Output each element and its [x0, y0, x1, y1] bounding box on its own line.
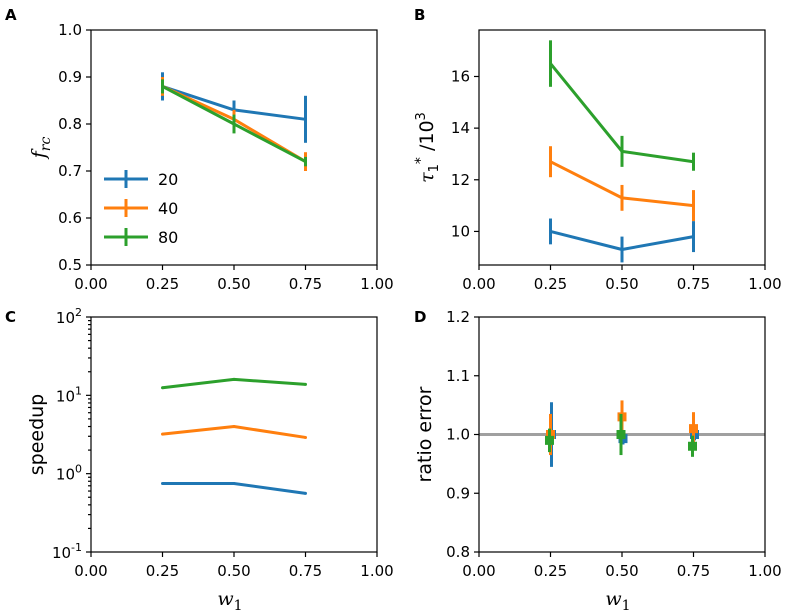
- y-tick-label: 0.7: [58, 162, 82, 180]
- legend-label: 20: [158, 170, 178, 189]
- x-axis-label: w1: [217, 588, 242, 613]
- data-point: [545, 435, 554, 445]
- series-40: [161, 425, 307, 439]
- series-80: [161, 377, 307, 390]
- x-tick-label: 0.75: [677, 275, 710, 293]
- y-tick-label: 10: [451, 222, 470, 240]
- x-tick-label: 0.50: [605, 562, 638, 580]
- panel-letter: A: [5, 6, 17, 24]
- x-tick-label: 0.75: [289, 562, 322, 580]
- data-point: [549, 229, 552, 233]
- panel-d: D 0.00 0.25 0.50 0.75 1.00 0.8 0.9 1.0 1.1 1.2 rati…: [414, 308, 782, 613]
- y-tick-label: 16: [451, 67, 470, 85]
- data-point: [161, 432, 164, 436]
- axes-frame: [478, 29, 766, 266]
- x-tick-label: 0.75: [289, 275, 322, 293]
- axes-frame: [90, 29, 378, 266]
- series-20: [161, 481, 307, 495]
- y-tick-label: 100: [56, 463, 82, 484]
- x-tick-label: 1.00: [360, 275, 393, 293]
- panel-c: C 0.00 0.25 0.50 0.75 1.00 10-1 100 101 102 speedu…: [5, 306, 394, 613]
- data-point: [232, 122, 236, 126]
- y-tick-label: 0.9: [58, 68, 82, 86]
- x-tick-label: 0.25: [146, 562, 179, 580]
- data-point: [620, 149, 624, 153]
- data-point: [232, 425, 236, 429]
- x-axis-label: w1: [605, 588, 630, 613]
- y-axis-label: speedup: [26, 394, 48, 476]
- y-tick-label: 1.2: [446, 308, 470, 326]
- series-80: [161, 79, 307, 167]
- x-tick-label: 0.50: [217, 275, 250, 293]
- x-tick-label: 0.75: [677, 562, 710, 580]
- data-point: [616, 430, 626, 439]
- panel-letter: D: [414, 308, 426, 326]
- series-80: [545, 413, 697, 457]
- data-point: [161, 386, 164, 390]
- x-tick-label: 0.00: [74, 562, 107, 580]
- x-tick-label: 0.50: [605, 275, 638, 293]
- panel-letter: C: [5, 308, 16, 326]
- data-point: [692, 160, 695, 164]
- data-point: [304, 435, 307, 439]
- x-tick-label: 0.25: [534, 275, 567, 293]
- panel-b: B 0.00 0.25 0.50 0.75 1.00 10 12 14 16 τ1* /103: [413, 6, 782, 293]
- x-tick-label: 1.00: [748, 275, 781, 293]
- y-tick-label: 0.5: [58, 256, 82, 274]
- data-point: [304, 382, 307, 386]
- legend-label: 80: [158, 228, 178, 247]
- x-tick-label: 1.00: [360, 562, 393, 580]
- y-tick-label: 1.0: [446, 426, 470, 444]
- y-tick-label: 0.8: [58, 115, 82, 133]
- y-tick-label: 1.1: [446, 367, 470, 385]
- data-point: [304, 117, 307, 121]
- data-point: [161, 481, 164, 485]
- axes-frame: [90, 316, 378, 553]
- y-axis-label: ratio error: [414, 386, 436, 482]
- data-point: [688, 441, 697, 451]
- x-tick-label: 0.25: [146, 275, 179, 293]
- data-point: [689, 424, 698, 434]
- panel-letter: B: [414, 6, 425, 24]
- series-line: [162, 425, 306, 439]
- series-80: [549, 40, 695, 171]
- y-tick-label: 14: [451, 119, 470, 137]
- data-point: [304, 160, 307, 164]
- data-point: [232, 481, 236, 485]
- legend: 20 40 80: [104, 170, 178, 247]
- x-tick-label: 0.00: [462, 562, 495, 580]
- legend-label: 40: [158, 199, 178, 218]
- axes-frame: [478, 316, 766, 553]
- y-tick-label: 101: [56, 384, 82, 405]
- x-tick-label: 0.25: [534, 562, 567, 580]
- y-tick-label: 0.9: [446, 484, 470, 502]
- data-point: [620, 196, 624, 200]
- y-axis-label: frc: [28, 137, 54, 161]
- data-point: [549, 62, 552, 66]
- x-tick-label: 0.00: [462, 275, 495, 293]
- y-tick-label: 10-1: [52, 541, 82, 562]
- data-point: [549, 160, 552, 164]
- y-tick-label: 0.6: [58, 209, 82, 227]
- x-tick-label: 0.00: [74, 275, 107, 293]
- y-tick-label: 0.8: [446, 543, 470, 561]
- x-tick-label: 1.00: [748, 562, 781, 580]
- data-point: [161, 84, 164, 88]
- y-tick-label: 102: [56, 306, 82, 327]
- y-axis-label: τ1* /103: [413, 112, 442, 183]
- data-point: [692, 235, 695, 239]
- x-tick-label: 0.50: [217, 562, 250, 580]
- series-20: [549, 218, 695, 263]
- panel-a: A 0.00 0.25 0.50 0.75 1.00 0.5 0.6 0.7 0.8 0.9 1.0 f…: [5, 6, 394, 293]
- data-point: [232, 377, 236, 381]
- data-point: [692, 204, 695, 208]
- y-tick-label: 12: [451, 171, 470, 189]
- series-40: [549, 146, 695, 222]
- data-point: [304, 491, 307, 495]
- y-tick-label: 1.0: [58, 21, 82, 39]
- data-point: [620, 248, 624, 252]
